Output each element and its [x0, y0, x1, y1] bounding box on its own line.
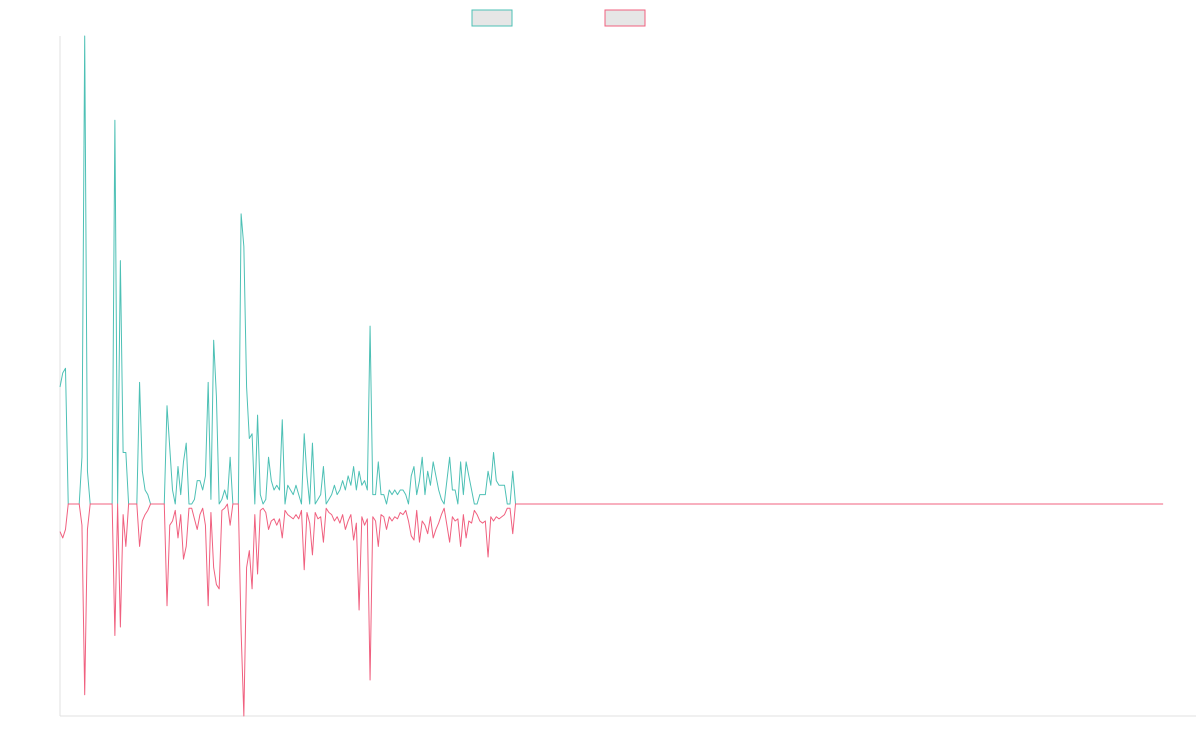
legend: [471, 9, 646, 27]
legend-swatch-series-b[interactable]: [604, 9, 646, 27]
legend-swatch-series-a[interactable]: [471, 9, 513, 27]
series-line-b: [59, 503, 1164, 717]
axes: [59, 36, 1196, 717]
series-layer: [59, 35, 1164, 717]
series-line-a: [59, 35, 1164, 505]
